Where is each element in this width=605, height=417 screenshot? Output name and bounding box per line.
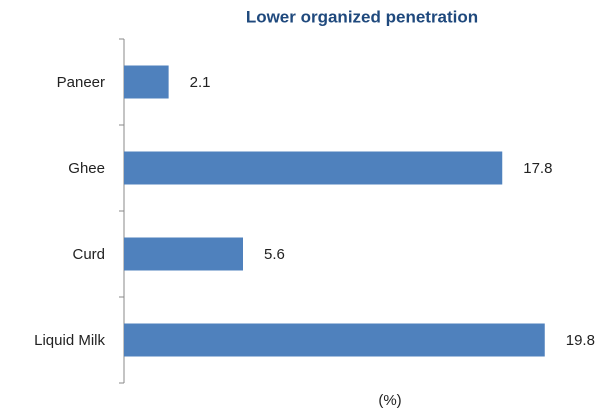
bar bbox=[124, 323, 545, 357]
chart-title: Lower organized penetration bbox=[246, 7, 478, 26]
value-label: 5.6 bbox=[264, 246, 285, 263]
y-tick-label: Liquid Milk bbox=[34, 332, 105, 349]
y-tick-label: Paneer bbox=[57, 74, 105, 91]
bar bbox=[124, 237, 243, 271]
value-label: 2.1 bbox=[190, 74, 211, 91]
y-tick-label: Curd bbox=[72, 246, 105, 263]
bar bbox=[124, 151, 503, 185]
x-axis-label: (%) bbox=[378, 392, 401, 409]
bar bbox=[124, 65, 169, 99]
value-label: 17.8 bbox=[523, 160, 552, 177]
value-label: 19.8 bbox=[566, 332, 595, 349]
y-tick-label: Ghee bbox=[68, 160, 105, 177]
